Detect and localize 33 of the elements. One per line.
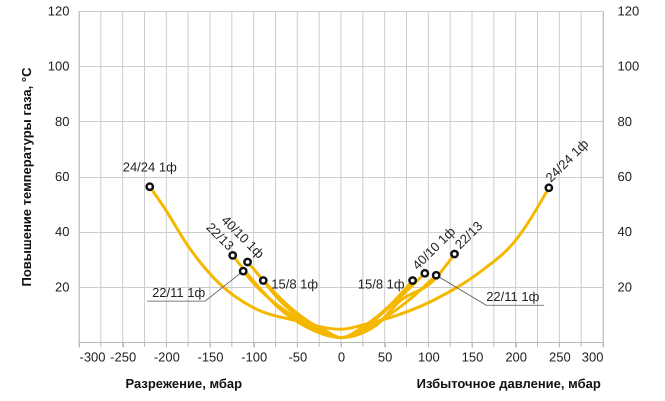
y2-tick-label: 80 [618,114,632,129]
x-tick-label: -250 [110,350,136,364]
x-tick-label: 0 [338,350,346,364]
x-tick-label: -200 [154,350,180,364]
x-tick-label: 200 [505,350,528,364]
y-tick-label: 100 [48,58,70,74]
annotation: 24/24 1ф [122,160,178,175]
x-tick-label: 300 [582,350,604,364]
annotation: 15/8 1ф [271,276,318,292]
annotation: 22/11 1ф [486,289,540,304]
y-tick-label: 60 [55,169,70,184]
x-tick-label: 250 [548,350,571,364]
x-tick-label: -100 [241,350,268,364]
x-tick-label: 50 [378,350,392,364]
y-tick-label: 40 [55,224,70,240]
x-tick-label: -50 [288,350,308,364]
y-axis-title: Повышение температуры газа, °C [18,66,34,286]
y-tick-label: 120 [48,4,70,18]
y-tick-label: 20 [55,279,70,294]
x-axis-title: Разрежение, мбар [126,376,242,391]
annotation: 15/8 1ф [358,276,405,292]
y2-tick-label: 40 [618,224,632,240]
y-tick-label: 80 [55,114,70,129]
y2-tick-label: 100 [618,58,640,74]
text: Избыточное давление, мбар [416,376,601,391]
y2-tick-label: 60 [618,169,632,184]
y2-tick-label: 120 [618,4,640,18]
x-tick-label: 100 [418,350,440,364]
annotation: 22/11 1ф [152,285,206,300]
y2-tick-label: 20 [618,279,632,294]
x-tick-label: -150 [197,350,224,364]
x-tick-label: 150 [462,350,484,364]
x-tick-label: -300 [80,350,106,364]
